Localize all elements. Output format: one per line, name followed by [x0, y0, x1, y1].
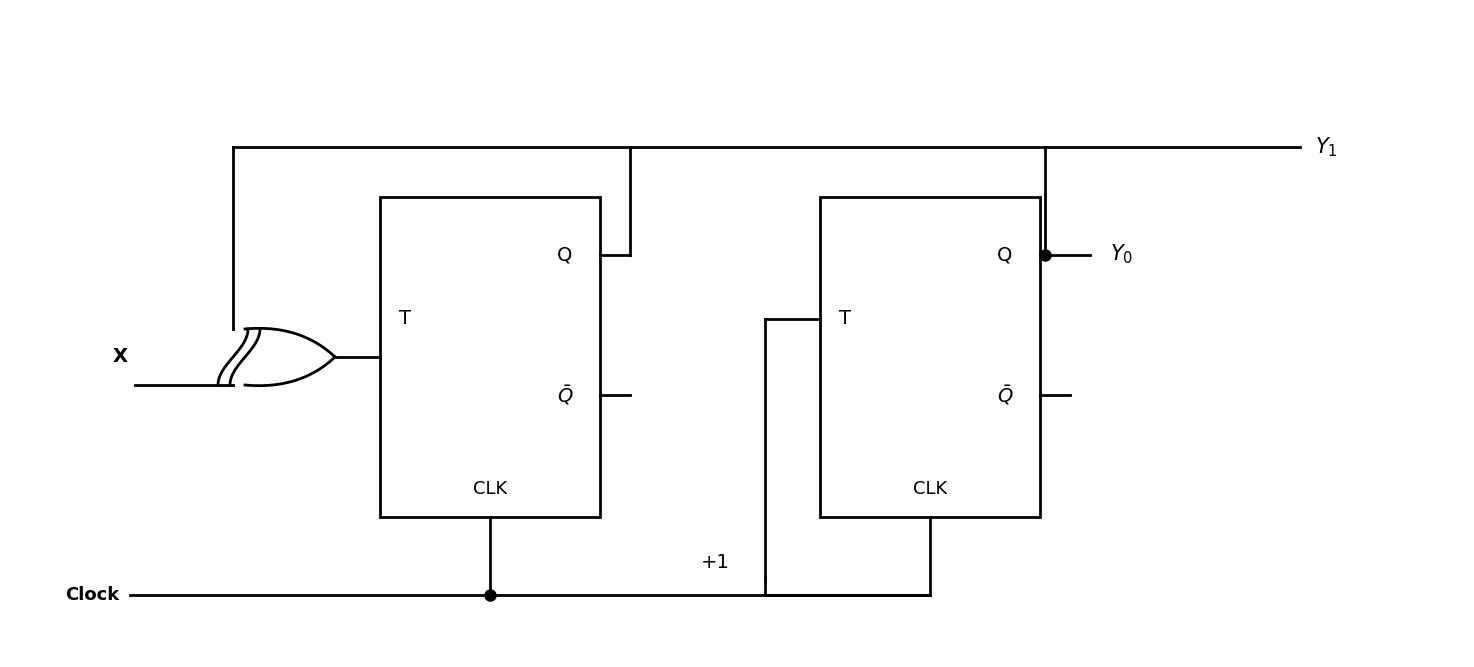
Text: T: T: [839, 309, 850, 328]
Text: Q: Q: [998, 245, 1013, 264]
Text: CLK: CLK: [473, 480, 507, 498]
Text: CLK: CLK: [912, 480, 948, 498]
Text: $Y_1$: $Y_1$: [1315, 135, 1337, 159]
Text: $Y_0$: $Y_0$: [1110, 243, 1134, 266]
Bar: [380, 197, 600, 517]
Text: X: X: [112, 348, 127, 366]
Text: Clock: Clock: [65, 586, 119, 604]
Text: T: T: [399, 309, 411, 328]
Bar: [820, 197, 1041, 517]
Text: $\bar{Q}$: $\bar{Q}$: [557, 384, 573, 408]
Text: $\bar{Q}$: $\bar{Q}$: [996, 384, 1013, 408]
Text: Q: Q: [557, 245, 573, 264]
Text: +1: +1: [700, 552, 730, 572]
